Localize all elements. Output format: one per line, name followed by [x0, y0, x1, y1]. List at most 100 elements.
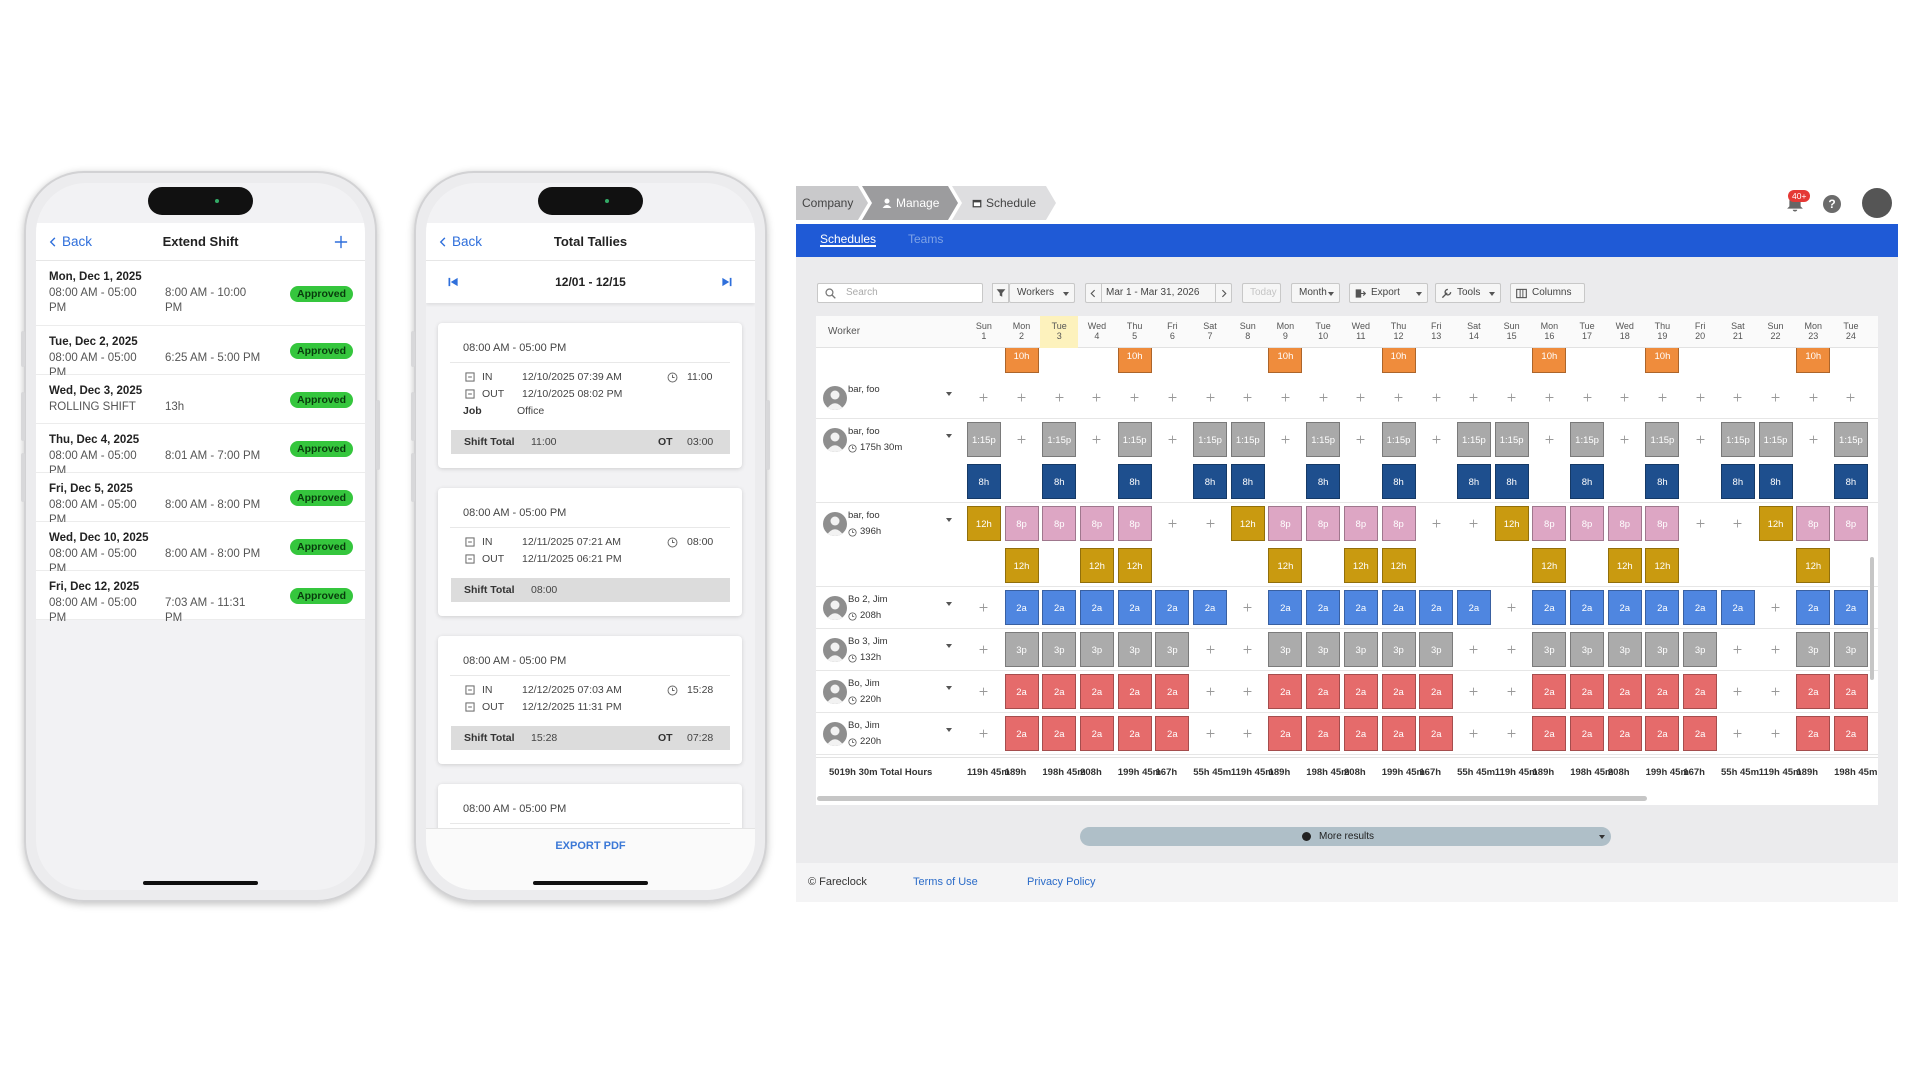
add-shift-button[interactable] [1545, 435, 1554, 444]
add-shift-button[interactable] [1469, 645, 1478, 654]
shift-cell[interactable]: 8h [1306, 464, 1341, 499]
terms-link[interactable]: Terms of Use [913, 876, 978, 888]
add-shift-button[interactable] [1507, 687, 1516, 696]
shift-cell[interactable]: 2a [1833, 674, 1868, 709]
shift-cell[interactable]: 8h [1193, 464, 1228, 499]
shift-cell[interactable]: 1:15p [1042, 422, 1077, 457]
shift-cell[interactable]: 3p [1343, 632, 1378, 667]
first-page-button[interactable] [448, 276, 459, 288]
shift-cell[interactable]: 3p [1079, 632, 1114, 667]
shift-cell[interactable]: 12h [1645, 548, 1680, 583]
shift-cell[interactable]: 2a [1268, 590, 1303, 625]
shift-cell[interactable]: 1:15p [1456, 422, 1491, 457]
view-button[interactable]: Month [1291, 283, 1340, 303]
shift-cell[interactable]: 8h [966, 464, 1001, 499]
shift-cell[interactable]: 3p [1117, 632, 1152, 667]
add-shift-button[interactable] [1733, 393, 1742, 402]
add-shift-button[interactable] [1507, 603, 1516, 612]
shift-cell[interactable]: 3p [1042, 632, 1077, 667]
shift-cell[interactable]: 1:15p [1570, 422, 1605, 457]
shift-cell[interactable]: 12h [1117, 548, 1152, 583]
shift-cell[interactable]: 8h [1042, 464, 1077, 499]
shift-item[interactable]: Wed, Dec 10, 2025 08:00 AM - 05:00 PM 8:00… [36, 522, 365, 575]
add-shift-button[interactable] [1507, 729, 1516, 738]
shift-cell[interactable]: 2a [1796, 674, 1831, 709]
shift-cell[interactable]: 3p [1268, 632, 1303, 667]
shift-cell[interactable]: 8h [1645, 464, 1680, 499]
shift-cell[interactable]: 8p [1079, 506, 1114, 541]
shift-cell[interactable]: 10h [1532, 348, 1567, 373]
add-shift-button[interactable] [1017, 393, 1026, 402]
add-shift-button[interactable] [1432, 393, 1441, 402]
add-shift-button[interactable] [1432, 519, 1441, 528]
shift-cell[interactable]: 8h [1720, 464, 1755, 499]
shift-cell[interactable]: 12h [966, 506, 1001, 541]
shift-cell[interactable]: 2a [1456, 590, 1491, 625]
add-shift-button[interactable] [979, 687, 988, 696]
worker-menu[interactable] [946, 434, 952, 438]
shift-cell[interactable]: 10h [1004, 348, 1039, 373]
shift-cell[interactable]: 2a [1532, 674, 1567, 709]
add-shift-button[interactable] [979, 603, 988, 612]
shift-cell[interactable]: 12h [1343, 548, 1378, 583]
shift-cell[interactable]: 2a [1419, 716, 1454, 751]
shift-cell[interactable]: 2a [1079, 716, 1114, 751]
shift-cell[interactable]: 3p [1532, 632, 1567, 667]
add-shift-button[interactable] [1206, 393, 1215, 402]
shift-cell[interactable]: 2a [1306, 590, 1341, 625]
add-shift-button[interactable] [1356, 435, 1365, 444]
add-shift-button[interactable] [1507, 645, 1516, 654]
shift-cell[interactable]: 10h [1381, 348, 1416, 373]
add-shift-button[interactable] [1733, 687, 1742, 696]
shift-cell[interactable]: 2a [1042, 674, 1077, 709]
add-shift-button[interactable] [1092, 435, 1101, 444]
add-shift-button[interactable] [1206, 687, 1215, 696]
shift-cell[interactable]: 8p [1306, 506, 1341, 541]
add-shift-button[interactable] [1206, 729, 1215, 738]
shift-cell[interactable]: 3p [1645, 632, 1680, 667]
shift-cell[interactable]: 2a [1343, 674, 1378, 709]
add-shift-button[interactable] [1733, 729, 1742, 738]
shift-cell[interactable]: 1:15p [1720, 422, 1755, 457]
shift-cell[interactable]: 2a [1155, 716, 1190, 751]
shift-cell[interactable]: 8p [1117, 506, 1152, 541]
filter-button[interactable] [992, 283, 1009, 303]
tab[interactable]: Schedules [820, 232, 877, 247]
privacy-link[interactable]: Privacy Policy [1027, 876, 1096, 888]
shift-cell[interactable]: 3p [1570, 632, 1605, 667]
shift-cell[interactable]: 12h [1381, 548, 1416, 583]
add-shift-button[interactable] [1771, 393, 1780, 402]
shift-cell[interactable]: 2a [1720, 590, 1755, 625]
add-shift-button[interactable] [1206, 645, 1215, 654]
today-button[interactable]: Today [1242, 283, 1281, 303]
worker-menu[interactable] [946, 728, 952, 732]
shift-cell[interactable]: 8h [1117, 464, 1152, 499]
worker-menu[interactable] [946, 644, 952, 648]
add-shift-button[interactable] [1319, 393, 1328, 402]
shift-cell[interactable]: 1:15p [1381, 422, 1416, 457]
add-shift-button[interactable] [1168, 393, 1177, 402]
add-shift-button[interactable] [1206, 519, 1215, 528]
shift-cell[interactable]: 12h [1004, 548, 1039, 583]
shift-cell[interactable]: 8h [1381, 464, 1416, 499]
back-button[interactable]: Back [44, 229, 114, 255]
breadcrumb-item[interactable]: Manage [862, 186, 958, 220]
add-button[interactable] [334, 235, 348, 249]
shift-cell[interactable]: 3p [1683, 632, 1718, 667]
worker-menu[interactable] [946, 392, 952, 396]
shift-cell[interactable]: 2a [1419, 674, 1454, 709]
shift-cell[interactable]: 2a [1570, 590, 1605, 625]
add-shift-button[interactable] [1243, 645, 1252, 654]
last-page-button[interactable] [721, 276, 732, 288]
shift-cell[interactable]: 2a [1570, 716, 1605, 751]
shift-cell[interactable]: 2a [1381, 716, 1416, 751]
workers-button[interactable]: Workers [1009, 283, 1075, 303]
add-shift-button[interactable] [1243, 729, 1252, 738]
shift-cell[interactable]: 8p [1004, 506, 1039, 541]
back-button[interactable]: Back [434, 229, 504, 255]
shift-cell[interactable]: 8p [1607, 506, 1642, 541]
shift-cell[interactable]: 2a [1570, 674, 1605, 709]
add-shift-button[interactable] [1055, 393, 1064, 402]
worker-menu[interactable] [946, 602, 952, 606]
shift-cell[interactable]: 12h [1268, 548, 1303, 583]
